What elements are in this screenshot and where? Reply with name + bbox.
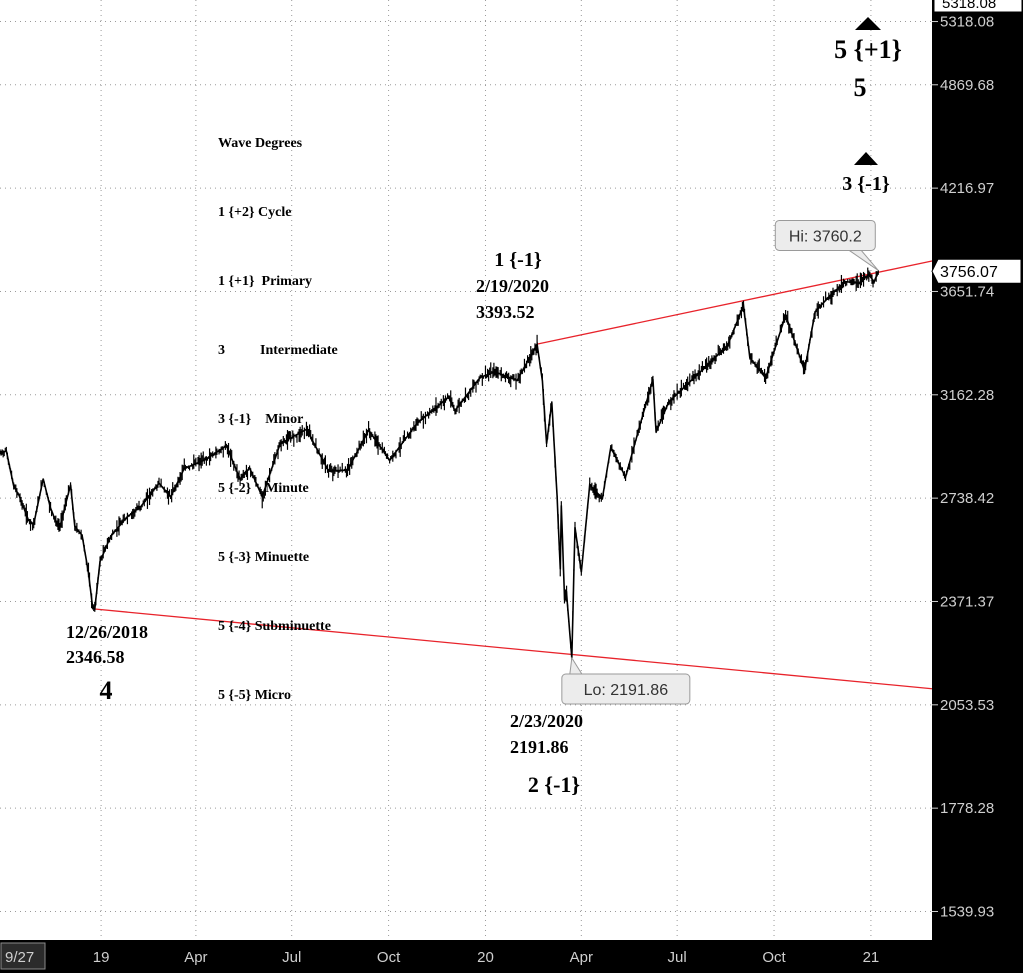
low-2018-value: 2346.58 bbox=[66, 647, 125, 667]
legend-item: 5 {-4} Subminuette bbox=[218, 619, 331, 634]
wave-5-label: 5 bbox=[854, 73, 867, 102]
legend-item: 1 {+2} Cycle bbox=[218, 205, 292, 220]
wave-1-minor-label: 1 {-1} bbox=[494, 249, 542, 271]
up-triangle-icon bbox=[854, 152, 878, 165]
high-2020-date: 2/19/2020 bbox=[476, 276, 549, 296]
wave-degrees-legend: Wave Degrees 1 {+2} Cycle 1 {+1} Primary… bbox=[218, 86, 338, 753]
plot-area bbox=[0, 0, 932, 940]
callout-pointer bbox=[847, 249, 879, 271]
y-tick-label: 2371.37 bbox=[940, 593, 994, 610]
y-tick-label: 4869.68 bbox=[940, 77, 994, 94]
x-tick-label: 9/27 bbox=[5, 949, 34, 966]
legend-item: 3 Intermediate bbox=[218, 343, 338, 358]
x-tick-label: Oct bbox=[762, 949, 786, 966]
x-tick-label: Apr bbox=[184, 949, 207, 966]
callout-box bbox=[774, 219, 876, 251]
low-2020-value: 2191.86 bbox=[510, 737, 569, 757]
wave-4-label: 4 bbox=[100, 676, 113, 705]
legend-item: 3 {-1} Minor bbox=[218, 412, 304, 427]
y-tick-label: 5318.08 bbox=[940, 14, 994, 31]
x-tick-label: Jul bbox=[668, 949, 687, 966]
trendline-upper bbox=[536, 260, 933, 345]
y-tick-label: 2738.42 bbox=[940, 490, 994, 507]
callout-pointer bbox=[569, 656, 583, 675]
legend-item: 1 {+1} Primary bbox=[218, 274, 313, 289]
legend-title: Wave Degrees bbox=[218, 136, 303, 151]
legend-item: 5 {-2} Minute bbox=[218, 481, 309, 496]
up-triangle-icon bbox=[855, 17, 881, 30]
wave-3-minor-label: 3 {-1} bbox=[842, 173, 890, 195]
x-tick-label: 19 bbox=[93, 949, 110, 966]
callout-text: Lo: 2191.86 bbox=[584, 682, 669, 699]
trendlines bbox=[94, 260, 933, 690]
x-tick-label: Apr bbox=[570, 949, 593, 966]
time-axis[interactable] bbox=[0, 940, 932, 973]
y-tick-label: 1778.28 bbox=[940, 800, 994, 817]
x-tick-label: 21 bbox=[863, 949, 880, 966]
legend-item: 5 {-3} Minuette bbox=[218, 550, 310, 565]
y-tick-label: 1539.93 bbox=[940, 903, 994, 920]
x-tick-label: Oct bbox=[377, 949, 401, 966]
legend-item: 5 {-5} Micro bbox=[218, 688, 291, 703]
annotations: Hi: 3760.2 Lo: 2191.86 12/26/2018 2346.58 4 1… bbox=[66, 17, 902, 797]
y-tick-label: 3162.28 bbox=[940, 387, 994, 404]
x-tick-label: Jul bbox=[282, 949, 301, 966]
wave-5-primary-label: 5 {+1} bbox=[834, 35, 902, 64]
upper-axis-box bbox=[933, 0, 1023, 13]
price-axis[interactable] bbox=[932, 0, 1023, 973]
y-tick-label: 3651.74 bbox=[940, 283, 994, 300]
callout-lo: Lo: 2191.86 bbox=[561, 656, 691, 705]
last-price-label: 3756.07 bbox=[940, 264, 998, 281]
last-price-tag bbox=[931, 258, 1022, 284]
price-series bbox=[0, 267, 880, 661]
x-tick-label: 20 bbox=[477, 949, 494, 966]
wave-2-minor-label: 2 {-1} bbox=[528, 772, 580, 797]
callout-box bbox=[561, 673, 691, 705]
trendline-lower bbox=[94, 608, 933, 690]
callout-text: Hi: 3760.2 bbox=[789, 228, 862, 245]
high-2020-value: 3393.52 bbox=[476, 302, 535, 322]
y-tick-label: 4216.97 bbox=[940, 180, 994, 197]
low-2018-date: 12/26/2018 bbox=[66, 622, 148, 642]
upper-axis-value: 5318.08 bbox=[942, 0, 996, 12]
x-start-marker bbox=[0, 942, 46, 970]
callout-hi: Hi: 3760.2 bbox=[774, 219, 879, 271]
y-tick-label: 2053.53 bbox=[940, 697, 994, 714]
low-2020-date: 2/23/2020 bbox=[510, 711, 583, 731]
